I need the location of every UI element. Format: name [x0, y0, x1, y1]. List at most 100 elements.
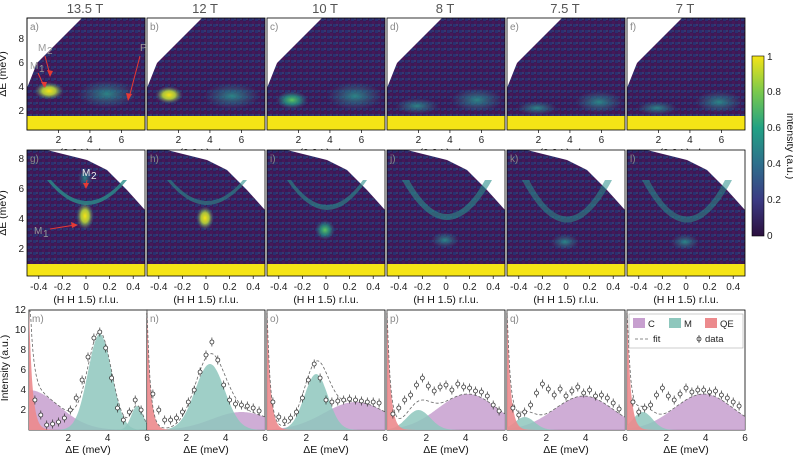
row2-xtick-label: -0.4 [150, 282, 168, 293]
data-point [724, 395, 730, 401]
panel-label-j: j) [389, 154, 396, 165]
row2-ytick: 2 [18, 244, 24, 255]
data-point [276, 414, 282, 420]
panel-label: n) [150, 314, 159, 325]
row2-xtick-label: 0.4 [126, 282, 140, 293]
column-title-12-T: 12 T [192, 1, 218, 16]
row2-xtick-label: -0.4 [510, 282, 528, 293]
colorbar-gradient [751, 55, 765, 237]
data-point [630, 399, 636, 405]
data-point [569, 388, 575, 394]
data-point [730, 399, 736, 405]
data-point [150, 391, 156, 397]
row2-ylabel: ΔE (meV) [0, 190, 9, 236]
row2-xtick-label: 0 [563, 282, 569, 293]
data-point [233, 401, 238, 407]
row-3-spectra: Intensity (a.u.) m)2 4 6ΔE (meV)24681012n)… [0, 305, 748, 455]
data-point [557, 386, 563, 392]
data-point [437, 384, 443, 390]
row-1-L-maps: a) b) c) d) [0, 17, 746, 159]
data-point [671, 397, 677, 403]
row2-xtick-label: 0.4 [366, 282, 380, 293]
column-title-8-T: 8 T [436, 1, 455, 16]
row2-xtick-label: 0.2 [103, 282, 117, 293]
panel-label-a: a) [30, 22, 39, 33]
row2-xtick-label: -0.2 [54, 282, 72, 293]
data-point [455, 381, 461, 387]
data-point [376, 400, 382, 406]
data-point [522, 409, 528, 415]
row1-y-axis: ΔE (meV) 8 6 4 2 [0, 34, 24, 117]
row3-xlabel: ΔE (meV) [65, 444, 111, 455]
panel-label-l: l) [630, 154, 636, 165]
data-point [402, 397, 408, 403]
row3-xtick-label: 2 [664, 433, 670, 444]
spectrum-panel-4: q) 2 4 6 ΔE (meV) [506, 309, 628, 455]
row2-xtick-label: 0 [203, 282, 209, 293]
spectrum-panel-0: m) 2 4 6 ΔE (meV) [28, 309, 150, 455]
row2-xtick-label: 0 [323, 282, 329, 293]
row2-xtick-label: -0.4 [30, 282, 48, 293]
data-point [311, 361, 317, 367]
data-point [73, 395, 79, 401]
row2-xlabel: (H H 1.5) r.l.u. [293, 294, 358, 306]
row2-xtick-label: -0.2 [174, 282, 192, 293]
data-point [358, 398, 364, 404]
row1-ytick: 2 [18, 106, 24, 117]
data-point [419, 375, 425, 381]
row1-xtick-label: 2 [536, 135, 542, 146]
data-point [209, 339, 215, 345]
data-point [197, 369, 203, 375]
column-title-13-5-T: 13.5 T [67, 1, 104, 16]
annotation-M2-sub: 2 [47, 46, 53, 57]
data-point [179, 409, 185, 415]
data-point [282, 418, 288, 424]
row2-y-axis: ΔE (meV) 8 6 4 2 [0, 154, 24, 255]
panel-label-e: e) [510, 22, 519, 33]
row1-ytick: 4 [18, 82, 24, 93]
data-point [599, 392, 604, 398]
data-point [115, 405, 120, 411]
row2-xtick-label: 0.2 [583, 282, 597, 293]
row3-xlabel: ΔE (meV) [423, 444, 469, 455]
data-point [563, 393, 569, 399]
legend-swatch [669, 318, 681, 328]
row2-xtick-label: 0.4 [486, 282, 500, 293]
data-point [50, 421, 55, 427]
data-point [449, 387, 455, 393]
annotation-P-text: P [140, 43, 147, 54]
row2-xlabel: (H H 1.5) r.l.u. [653, 294, 718, 306]
row3-xtick-label: 2 [66, 433, 72, 444]
row3-xlabel: ΔE (meV) [663, 444, 709, 455]
legend-label: M [684, 319, 692, 330]
series-M-area [29, 406, 147, 430]
data-point [294, 409, 299, 415]
row2-xtick-label: -0.2 [654, 282, 672, 293]
row1-xtick-label: 2 [56, 135, 62, 146]
data-point [270, 399, 276, 405]
data-point [335, 398, 341, 404]
row3-xlabel: ΔE (meV) [543, 444, 589, 455]
row3-ytick-label: 12 [15, 305, 27, 316]
panel-label-k: k) [510, 154, 518, 165]
row1-xtick-label: 6 [239, 135, 245, 146]
data-point [713, 388, 718, 394]
data-point [156, 407, 162, 413]
data-point [551, 392, 557, 398]
annotation-M2-text: M [38, 43, 46, 54]
legend-label: fit [653, 334, 661, 345]
row2-x-axes: -0.4 -0.2 0 0.2 0.4 (H H 1.5) r.l.u. -0.4 -0.2 0… [30, 276, 741, 306]
data-point [425, 383, 431, 389]
panel-a: a) [26, 17, 146, 131]
row1-xtick-label: 2 [296, 135, 302, 146]
data-point [79, 377, 85, 383]
fit-line [146, 309, 266, 429]
row1-xtick-label: 6 [719, 135, 725, 146]
panel-label-h: h) [150, 154, 159, 165]
row1-xtick-label: 4 [87, 135, 93, 146]
data-point [648, 402, 653, 408]
data-point [191, 387, 197, 393]
row2-xtick-label: -0.2 [534, 282, 552, 293]
row2-xtick-label: 0.4 [246, 282, 260, 293]
annotation-M1-text: M [30, 61, 38, 72]
